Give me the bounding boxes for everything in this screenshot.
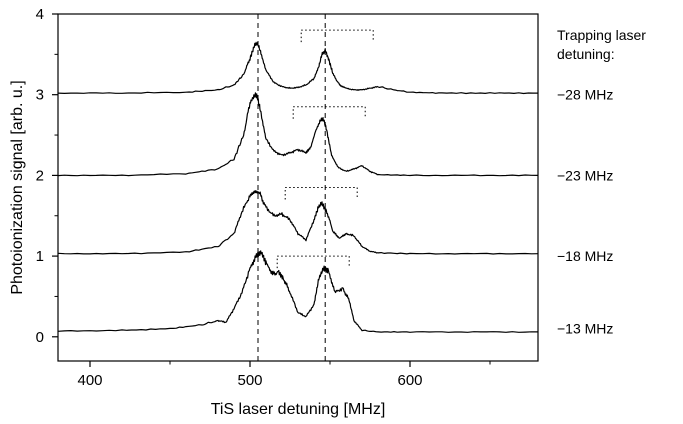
series-line (57, 250, 539, 333)
series-line (57, 92, 539, 177)
brackets-layer (276, 29, 374, 269)
series-labels-layer: −28 MHz −23 MHz −18 MHz −13 MHz (557, 87, 613, 337)
series-label: −13 MHz (557, 321, 613, 337)
y-tick-label: 2 (36, 167, 44, 184)
series-label: −23 MHz (557, 167, 613, 183)
x-tick-label: 400 (77, 372, 102, 389)
y-tick-label: 1 (36, 248, 44, 265)
ticks-layer: 400 500 600 0 1 2 3 4 (36, 6, 491, 389)
y-tick-label: 4 (36, 6, 44, 23)
dotted-bracket (300, 29, 374, 43)
reference-lines-layer (257, 14, 326, 361)
legend-title: Trapping laser detuning: (557, 27, 646, 62)
y-tick-label: 0 (36, 329, 44, 346)
series-line (57, 41, 538, 95)
y-axis-title: Photoionization signal [arb. u.] (9, 80, 26, 294)
x-axis-title: TiS laser detuning [MHz] (211, 401, 386, 418)
plot-frame (57, 13, 539, 362)
series-line (57, 190, 539, 255)
series-label: −18 MHz (557, 248, 613, 264)
dotted-bracket (284, 187, 358, 200)
series-label: −28 MHz (557, 87, 613, 103)
y-tick-label: 3 (36, 87, 44, 104)
dotted-bracket (292, 106, 366, 119)
x-tick-label: 600 (397, 372, 422, 389)
dotted-bracket (276, 255, 350, 269)
x-tick-label: 500 (237, 372, 262, 389)
series-layer (57, 41, 539, 333)
